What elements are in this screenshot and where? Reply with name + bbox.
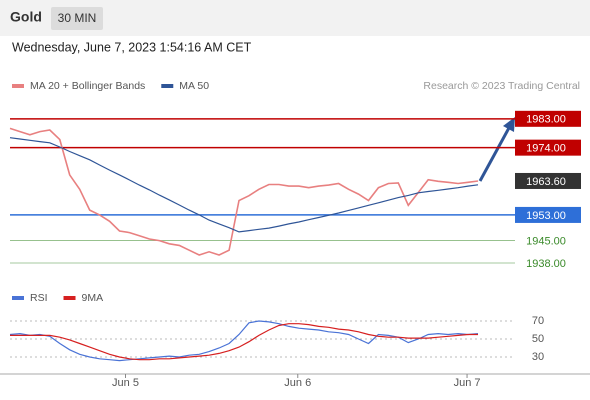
instrument: Gold [10, 9, 42, 25]
x-tick-label: Jun 5 [112, 377, 139, 389]
series-line [9, 137, 479, 233]
legend-swatch [161, 84, 174, 88]
series-line [9, 320, 479, 362]
level-box [515, 110, 581, 127]
legend-swatch [12, 296, 24, 300]
interval-box [51, 7, 103, 30]
interval: 30 MIN [58, 11, 97, 25]
legend-label: MA 20 + Bollinger Bands [30, 80, 145, 92]
arrow [478, 125, 512, 182]
legend-label: MA 50 [179, 80, 209, 92]
y-tick-label: 50 [532, 333, 544, 345]
y-tick-label: 30 [532, 351, 544, 363]
level-label: 1953.00 [526, 210, 566, 222]
level-label: 1963.60 [526, 176, 566, 188]
legend-label: RSI [30, 292, 48, 304]
series-line [10, 323, 478, 361]
date: Wednesday, June 7, 2023 1:54:16 AM CET [12, 40, 252, 54]
x-tick-label: Jun 6 [284, 377, 311, 389]
credit: Research © 2023 Trading Central [423, 80, 580, 92]
legend-swatch [12, 84, 24, 88]
legend-swatch [63, 296, 76, 300]
level-label: 1938.00 [526, 258, 566, 270]
level-label: 1983.00 [526, 114, 566, 126]
level-box [515, 206, 581, 223]
y-tick-label: 70 [532, 315, 544, 327]
level-label: 1974.00 [526, 143, 566, 155]
level-box [515, 139, 581, 156]
x-tick-label: Jun 7 [454, 377, 481, 389]
legend-label: 9MA [82, 292, 104, 304]
level-label: 1945.00 [526, 235, 566, 247]
arrow-head [503, 117, 515, 132]
level-box [515, 172, 581, 189]
series-line [9, 127, 479, 256]
